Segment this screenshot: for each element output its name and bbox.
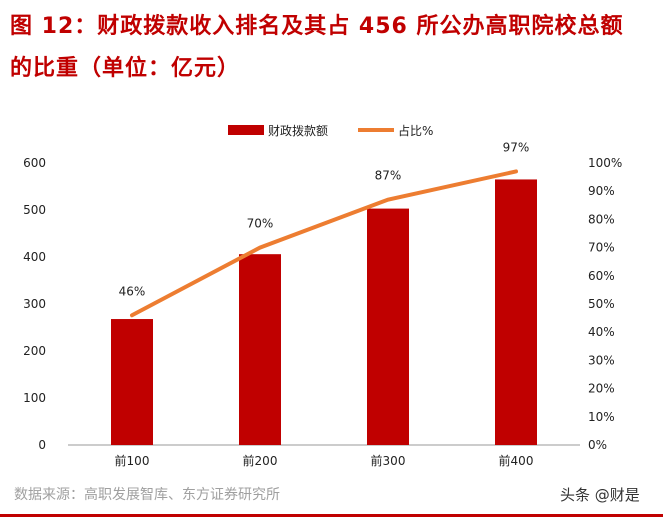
left-tick-label: 400 bbox=[23, 250, 46, 264]
left-tick-label: 100 bbox=[23, 391, 46, 405]
figure-title-line1: 图 12：财政拨款收入排名及其占 456 所公办高职院校总额 bbox=[10, 14, 624, 39]
bar-前200 bbox=[239, 254, 281, 445]
bar-前400 bbox=[495, 179, 537, 445]
source-note: 数据来源：高职发展智库、东方证券研究所 bbox=[14, 487, 280, 503]
watermark: 头条 @财是 bbox=[560, 486, 640, 504]
legend-swatch-bar bbox=[228, 125, 264, 135]
line-series bbox=[130, 169, 518, 318]
left-tick-label: 0 bbox=[38, 438, 46, 452]
bar-前300 bbox=[367, 208, 409, 445]
left-tick-label: 200 bbox=[23, 344, 46, 358]
left-tick-label: 300 bbox=[23, 297, 46, 311]
right-tick-label: 80% bbox=[588, 212, 615, 226]
right-tick-label: 20% bbox=[588, 382, 615, 396]
line-data-label: 87% bbox=[375, 169, 402, 183]
right-tick-label: 10% bbox=[588, 410, 615, 424]
x-tick-label: 前100 bbox=[115, 453, 150, 468]
right-tick-label: 30% bbox=[588, 353, 615, 367]
line-data-label: 97% bbox=[503, 140, 530, 154]
line-data-label: 70% bbox=[247, 217, 274, 231]
legend-label-bar: 财政拨款额 bbox=[268, 124, 328, 138]
right-tick-label: 0% bbox=[588, 438, 607, 452]
x-tick-label: 前300 bbox=[371, 453, 406, 468]
right-tick-label: 50% bbox=[588, 297, 615, 311]
right-tick-label: 100% bbox=[588, 156, 622, 170]
right-tick-label: 60% bbox=[588, 269, 615, 283]
bottom-divider bbox=[0, 514, 663, 517]
line-data-label: 46% bbox=[119, 284, 146, 298]
bar-前100 bbox=[111, 319, 153, 445]
x-tick-label: 前400 bbox=[499, 453, 534, 468]
right-tick-label: 90% bbox=[588, 184, 615, 198]
right-tick-label: 40% bbox=[588, 325, 615, 339]
right-tick-label: 70% bbox=[588, 241, 615, 255]
figure-title-line2: 的比重（单位：亿元） bbox=[10, 56, 241, 81]
legend-label-line: 占比% bbox=[398, 123, 433, 138]
left-tick-label: 500 bbox=[23, 203, 46, 217]
left-tick-label: 600 bbox=[23, 156, 46, 170]
x-tick-label: 前200 bbox=[243, 453, 278, 468]
